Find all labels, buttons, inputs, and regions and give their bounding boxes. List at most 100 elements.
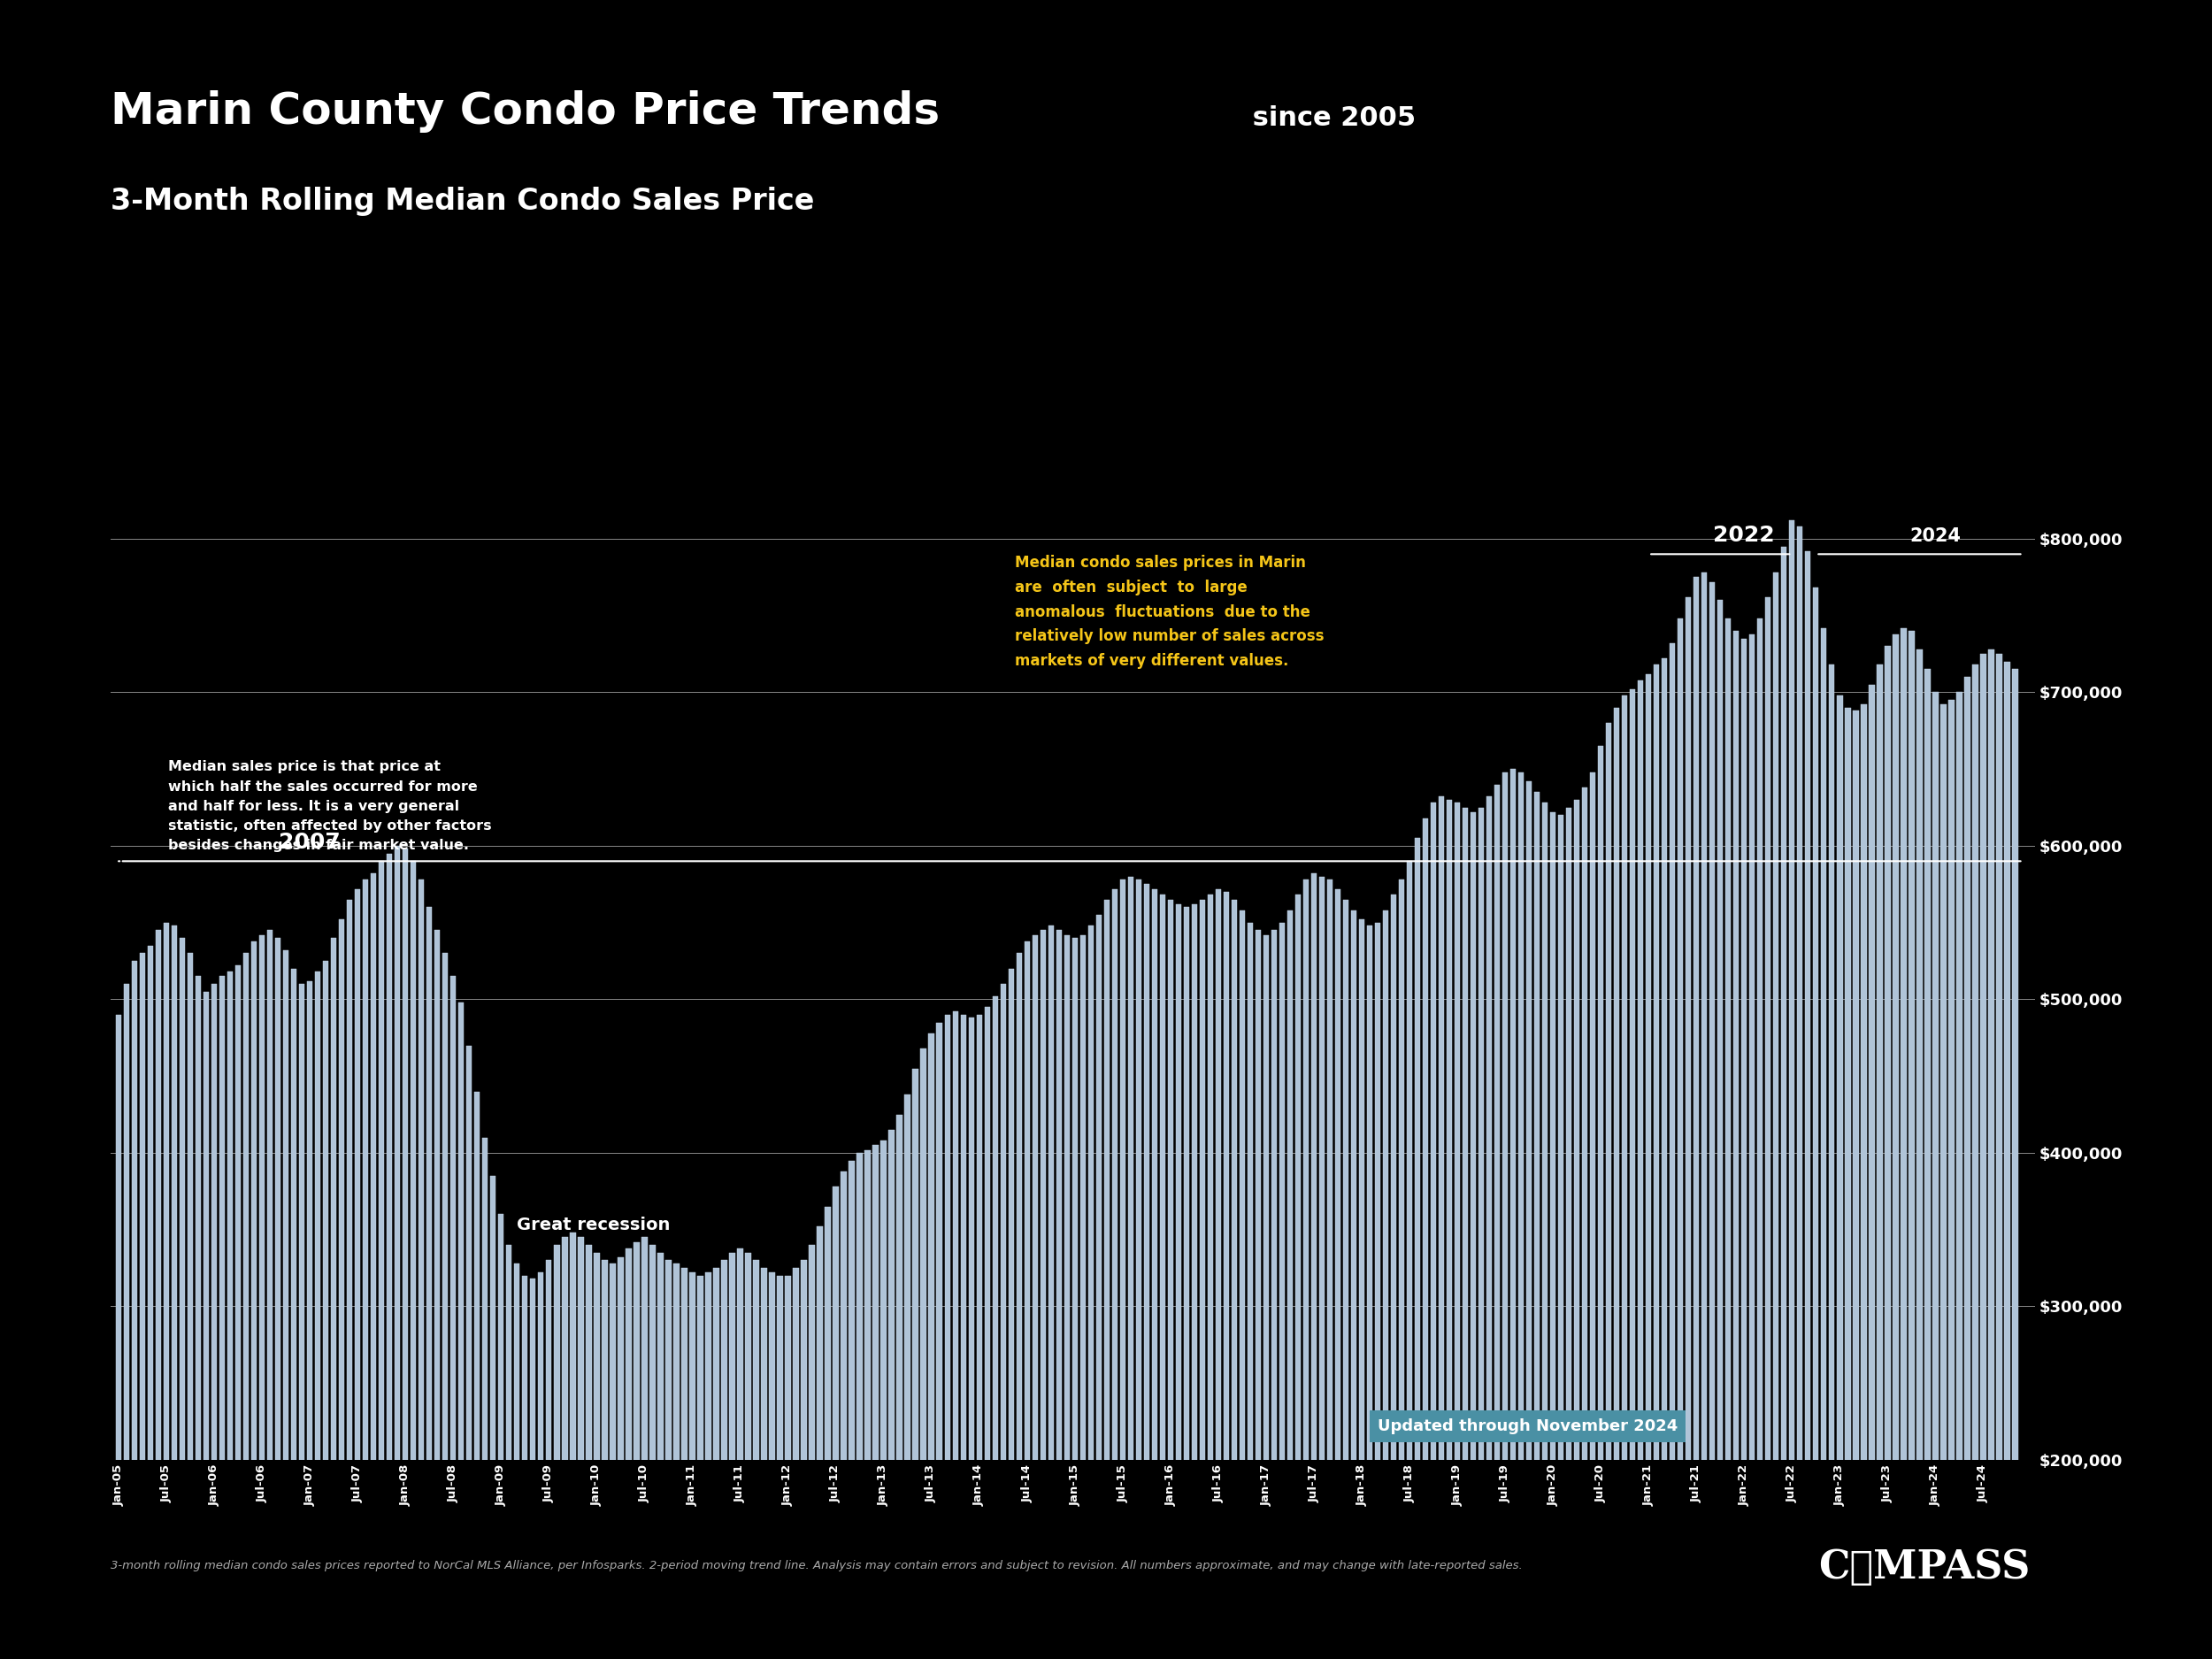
Bar <box>1064 936 1071 1659</box>
Bar <box>1119 879 1126 1659</box>
Text: since 2005: since 2005 <box>1243 106 1416 131</box>
Bar <box>969 1017 973 1659</box>
Bar <box>1199 899 1206 1659</box>
Bar <box>1511 770 1515 1659</box>
Bar <box>905 1095 911 1659</box>
Bar <box>874 1145 878 1659</box>
Bar <box>1924 669 1931 1659</box>
Bar <box>1997 654 2002 1659</box>
Bar <box>1144 884 1150 1659</box>
Bar <box>1398 879 1405 1659</box>
Bar <box>754 1261 759 1659</box>
Bar <box>1814 587 1818 1659</box>
Bar <box>816 1226 823 1659</box>
Bar <box>363 879 369 1659</box>
Bar <box>975 1015 982 1659</box>
Bar <box>1287 911 1292 1659</box>
Bar <box>473 1092 480 1659</box>
Bar <box>896 1115 902 1659</box>
Bar <box>1885 647 1891 1659</box>
Bar <box>372 874 376 1659</box>
Bar <box>1655 665 1659 1659</box>
Bar <box>1973 665 1978 1659</box>
Bar <box>259 936 265 1659</box>
Bar <box>482 1138 489 1659</box>
Bar <box>212 984 217 1659</box>
Bar <box>1677 619 1683 1659</box>
Bar <box>1327 879 1332 1659</box>
Bar <box>1376 922 1380 1659</box>
Bar <box>1214 889 1221 1659</box>
Bar <box>1303 879 1310 1659</box>
Bar <box>1391 894 1396 1659</box>
Bar <box>697 1276 703 1659</box>
Bar <box>148 946 153 1659</box>
Bar <box>1582 788 1588 1659</box>
Bar <box>274 937 281 1659</box>
Bar <box>1128 876 1133 1659</box>
Bar <box>1869 685 1874 1659</box>
Bar <box>801 1261 807 1659</box>
Bar <box>1615 708 1619 1659</box>
Bar <box>1989 649 1993 1659</box>
Text: CⓄMPASS: CⓄMPASS <box>1818 1550 2031 1586</box>
Bar <box>1024 941 1031 1659</box>
Bar <box>1152 889 1157 1659</box>
Bar <box>1765 597 1772 1659</box>
Bar <box>737 1248 743 1659</box>
Bar <box>1407 861 1411 1659</box>
Bar <box>219 977 226 1659</box>
Bar <box>323 961 330 1659</box>
Bar <box>1279 922 1285 1659</box>
Bar <box>834 1186 838 1659</box>
Bar <box>1296 894 1301 1659</box>
Bar <box>498 1214 504 1659</box>
Bar <box>690 1272 695 1659</box>
Bar <box>1694 577 1699 1659</box>
Bar <box>1462 808 1469 1659</box>
Bar <box>1254 931 1261 1659</box>
Bar <box>1820 627 1827 1659</box>
Bar <box>155 931 161 1659</box>
Bar <box>458 1002 465 1659</box>
Bar <box>1079 936 1086 1659</box>
Bar <box>204 992 208 1659</box>
Bar <box>268 931 272 1659</box>
Bar <box>228 972 232 1659</box>
Bar <box>641 1238 648 1659</box>
Bar <box>1551 811 1555 1659</box>
Bar <box>1239 911 1245 1659</box>
Bar <box>1223 893 1230 1659</box>
Bar <box>1055 931 1062 1659</box>
Bar <box>730 1253 734 1659</box>
Bar <box>794 1267 799 1659</box>
Bar <box>1964 677 1971 1659</box>
Bar <box>577 1238 584 1659</box>
Bar <box>681 1267 688 1659</box>
Bar <box>1845 708 1851 1659</box>
Bar <box>1318 876 1325 1659</box>
Bar <box>1015 954 1022 1659</box>
Bar <box>1009 969 1013 1659</box>
Bar <box>1630 688 1635 1659</box>
Bar <box>770 1272 774 1659</box>
Bar <box>387 853 392 1659</box>
Bar <box>179 937 186 1659</box>
Bar <box>314 972 321 1659</box>
Bar <box>1263 936 1270 1659</box>
Bar <box>1661 659 1668 1659</box>
Bar <box>531 1279 535 1659</box>
Text: Median sales price is that price at
which half the sales occurred for more
and h: Median sales price is that price at whic… <box>168 760 491 853</box>
Text: 3-Month Rolling Median Condo Sales Price: 3-Month Rolling Median Condo Sales Price <box>111 186 814 216</box>
Bar <box>666 1261 670 1659</box>
Bar <box>650 1244 655 1659</box>
Bar <box>1637 680 1644 1659</box>
Text: Updated through November 2024: Updated through November 2024 <box>1378 1418 1677 1433</box>
Bar <box>507 1244 511 1659</box>
Bar <box>1095 914 1102 1659</box>
Bar <box>626 1248 630 1659</box>
Bar <box>451 977 456 1659</box>
Bar <box>1358 919 1365 1659</box>
Bar <box>984 1007 991 1659</box>
Bar <box>1542 803 1548 1659</box>
